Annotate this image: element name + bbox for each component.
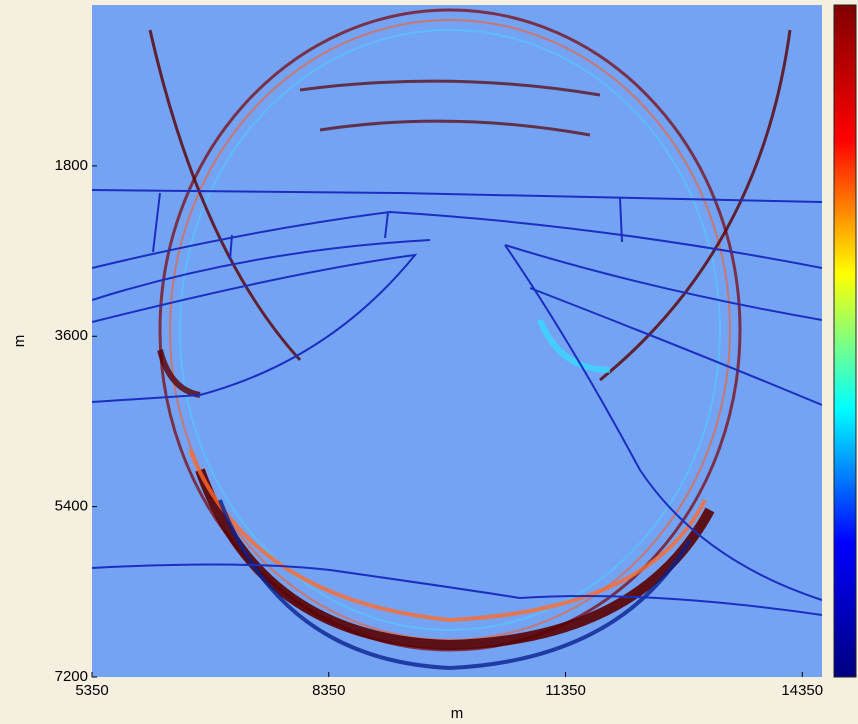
x-tick-label: 11350 xyxy=(545,682,586,699)
y-axis-label: m xyxy=(11,335,28,348)
x-tick-label: 8350 xyxy=(312,682,345,699)
y-tick-label: 1800 xyxy=(55,157,88,174)
y-tick-label: 3600 xyxy=(55,327,88,344)
plot-area xyxy=(92,5,822,677)
x-axis-label: m xyxy=(451,705,464,722)
x-tick-label: 14350 xyxy=(781,682,823,699)
chart: m m 5350835011350143501800360054007200 xyxy=(0,0,858,724)
colorbar xyxy=(834,5,856,677)
y-tick-label: 5400 xyxy=(55,498,88,515)
y-tick-label: 7200 xyxy=(55,668,88,685)
